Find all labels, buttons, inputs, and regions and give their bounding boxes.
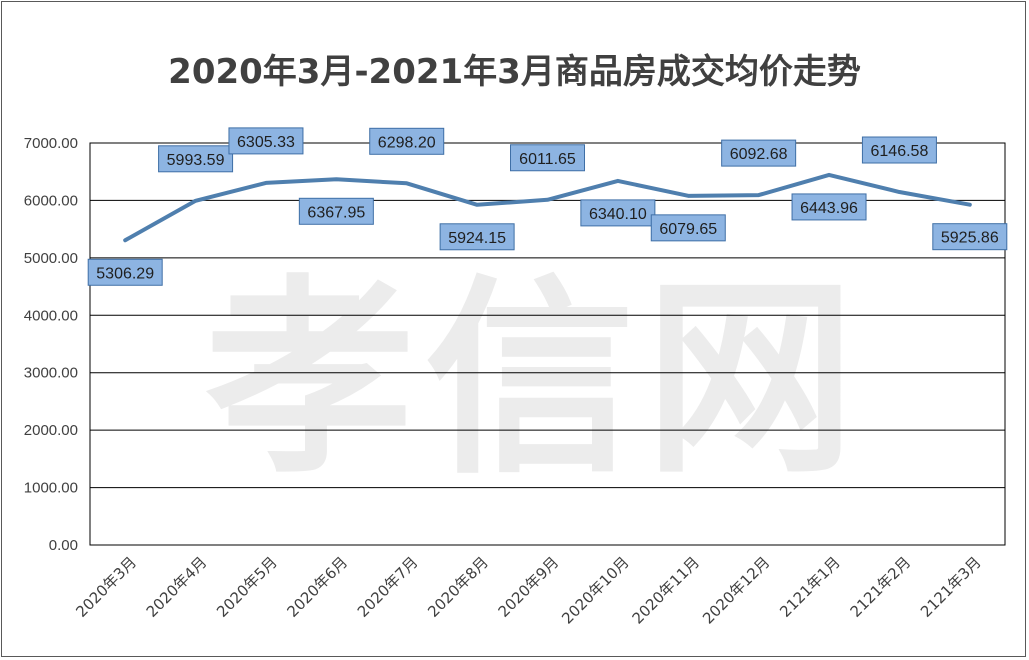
y-tick-label: 6000.00 [24, 192, 78, 209]
data-label-box [87, 258, 163, 286]
x-tick-label: 2020年10月 [558, 553, 632, 627]
data-label: 6298.20 [378, 134, 436, 151]
data-label: 6305.33 [237, 134, 295, 151]
data-label-box [932, 223, 1008, 251]
data-label: 6079.65 [659, 221, 717, 238]
data-label: 6011.65 [519, 151, 576, 168]
data-label: 6367.95 [307, 204, 365, 221]
x-tick-label: 2121年3月 [917, 553, 985, 621]
data-label: 6340.10 [589, 206, 647, 223]
data-label-box [861, 136, 937, 164]
data-label-box [580, 199, 656, 227]
data-label: 6443.96 [800, 200, 858, 217]
x-tick-label: 2020年9月 [495, 553, 563, 621]
data-label: 6092.68 [730, 146, 788, 163]
data-label-box [369, 127, 445, 155]
data-label: 5925.86 [941, 230, 999, 247]
x-tick-label: 2020年11月 [629, 553, 703, 627]
x-tick-label: 2121年1月 [776, 553, 844, 621]
y-tick-label: 5000.00 [24, 250, 78, 267]
data-label: 5993.59 [167, 152, 225, 169]
y-tick-label: 2000.00 [24, 422, 78, 439]
y-tick-label: 4000.00 [24, 307, 78, 324]
x-tick-label: 2020年6月 [283, 553, 351, 621]
data-label-box [439, 223, 515, 251]
x-tick-label: 2020年5月 [213, 553, 281, 621]
x-tick-label: 2020年12月 [699, 553, 773, 627]
y-tick-label: 7000.00 [24, 135, 78, 152]
data-label-box [721, 139, 797, 167]
data-label-box [298, 197, 374, 225]
y-tick-label: 3000.00 [24, 365, 78, 382]
y-tick-label: 1000.00 [24, 480, 78, 497]
x-tick-label: 2020年7月 [354, 553, 422, 621]
data-label: 5306.29 [96, 265, 154, 282]
data-label: 6146.58 [871, 143, 929, 160]
data-label-box [650, 214, 726, 242]
x-tick-label: 2121年2月 [847, 553, 915, 621]
plot-area [89, 142, 1006, 546]
x-tick-label: 2020年3月 [72, 553, 140, 621]
data-label-box [228, 127, 304, 155]
data-label: 5924.15 [448, 230, 506, 247]
data-label-box [791, 193, 867, 221]
data-label-box [158, 145, 234, 173]
x-tick-label: 2020年8月 [424, 553, 492, 621]
data-label-box [510, 144, 585, 172]
x-tick-label: 2020年4月 [143, 553, 211, 621]
y-tick-label: 0.00 [49, 537, 78, 554]
chart-title: 2020年3月-2021年3月商品房成交均价走势 [168, 52, 861, 92]
watermark: 孝信网 [204, 257, 865, 502]
